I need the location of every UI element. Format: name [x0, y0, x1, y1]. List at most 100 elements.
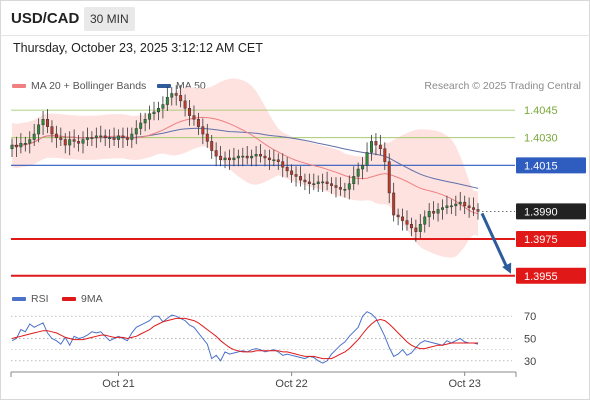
- candle-body: [299, 176, 302, 181]
- candle-body: [41, 119, 45, 126]
- candle-body: [374, 141, 378, 146]
- candle-body: [37, 124, 41, 135]
- candle-body: [338, 187, 342, 190]
- candle-body: [263, 155, 267, 159]
- candle-body: [259, 154, 263, 157]
- candle-body: [312, 183, 316, 185]
- candle-body: [179, 95, 183, 102]
- level-label-1-4015: 1.4015: [524, 160, 558, 172]
- level-label-1-3990: 1.3990: [524, 206, 558, 218]
- candle-body: [303, 179, 307, 183]
- candle-body: [94, 135, 98, 138]
- candle-body: [316, 181, 320, 184]
- candle-body: [347, 183, 351, 190]
- candle-body: [134, 128, 138, 135]
- level-tag-1-3990: [516, 203, 586, 220]
- candle-body: [121, 135, 125, 138]
- candle-body: [188, 108, 191, 116]
- candle-body: [441, 207, 444, 210]
- level-label-1-4045: 1.4045: [524, 105, 558, 117]
- candle-body: [59, 137, 63, 140]
- timeframe-badge[interactable]: 30 MIN: [84, 7, 135, 31]
- candle-body: [267, 157, 271, 161]
- candle-body: [454, 203, 458, 207]
- rsi-tick-label-30: 30: [524, 356, 536, 368]
- candle-body: [476, 209, 480, 212]
- candle-body: [458, 201, 462, 205]
- moving-averages: [11, 116, 479, 215]
- candle-body: [117, 135, 120, 140]
- candle-body: [236, 155, 240, 159]
- candle-body: [32, 133, 36, 140]
- candle-body: [46, 119, 49, 127]
- candle-body: [321, 181, 325, 184]
- candle-body: [325, 181, 329, 184]
- candle-body: [68, 139, 72, 146]
- candle-body: [108, 137, 112, 139]
- candle-body: [77, 141, 81, 144]
- level-tag-1-4015: [516, 157, 586, 174]
- candle-body: [427, 211, 431, 218]
- copyright-text: Research © 2025 Trading Central: [424, 80, 581, 92]
- candle-body: [148, 113, 152, 120]
- candle-body: [378, 144, 382, 150]
- candle-body: [161, 104, 165, 109]
- candle-body: [183, 100, 187, 109]
- candle-body: [387, 161, 391, 194]
- candle-body: [205, 133, 209, 142]
- candle-body: [414, 227, 418, 232]
- ma20-swatch: [12, 84, 26, 89]
- candle-body: [365, 152, 369, 166]
- candle-body: [28, 139, 32, 144]
- candle-body: [467, 205, 471, 208]
- candle-body: [405, 220, 409, 225]
- candle-body: [214, 150, 218, 157]
- candle-body: [449, 205, 453, 208]
- candle-body: [219, 155, 223, 161]
- ma20-label: MA 20 + Bollinger Bands: [31, 80, 147, 92]
- candle-body: [272, 159, 276, 162]
- candle-body: [370, 141, 373, 153]
- candle-body: [63, 139, 67, 146]
- candle-body: [472, 207, 476, 210]
- x-tick-label: Oct 21: [102, 378, 134, 390]
- timestamp: Thursday, October 23, 2025 3:12:12 AM CE…: [13, 41, 263, 55]
- candle-body: [192, 115, 196, 120]
- candle-body: [90, 137, 94, 139]
- forecast-arrow-shaft: [480, 212, 509, 269]
- level-label-1-4030: 1.4030: [524, 133, 558, 145]
- candle-body: [281, 161, 285, 168]
- ma50-swatch: [157, 84, 171, 89]
- candle-body: [241, 155, 245, 158]
- bollinger-bands: [12, 78, 478, 258]
- candle-body: [463, 201, 467, 207]
- candle-body: [330, 183, 334, 186]
- candle-body: [423, 216, 427, 225]
- level-tag-1-3955: [516, 267, 586, 284]
- candle-body: [445, 205, 449, 208]
- bollinger-band-area: [12, 78, 478, 258]
- level-labels: 1.4045 1.4030 1.4015 1.3990 1.3975 1.3955: [516, 105, 586, 284]
- candle-body: [436, 209, 440, 214]
- candle-body: [250, 155, 254, 159]
- x-tick-label: Oct 22: [275, 378, 307, 390]
- rsi-line: [11, 311, 479, 364]
- candle-body: [125, 137, 129, 140]
- candle-body: [227, 157, 231, 161]
- symbol-title: USD/CAD: [11, 10, 80, 27]
- forecast-arrow-head: [502, 262, 512, 274]
- candle-body: [401, 216, 405, 221]
- candle-body: [432, 211, 436, 214]
- x-tick-label: Oct 23: [448, 378, 480, 390]
- candle-body: [10, 144, 14, 150]
- candle-body: [276, 159, 280, 162]
- candle-body: [14, 144, 18, 148]
- candle-body: [352, 176, 356, 184]
- rsi-label: RSI: [31, 293, 49, 305]
- candle-body: [254, 154, 258, 157]
- candle-body: [103, 135, 107, 138]
- candle-body: [99, 135, 103, 138]
- candle-body: [210, 141, 214, 151]
- candle-body: [170, 93, 174, 98]
